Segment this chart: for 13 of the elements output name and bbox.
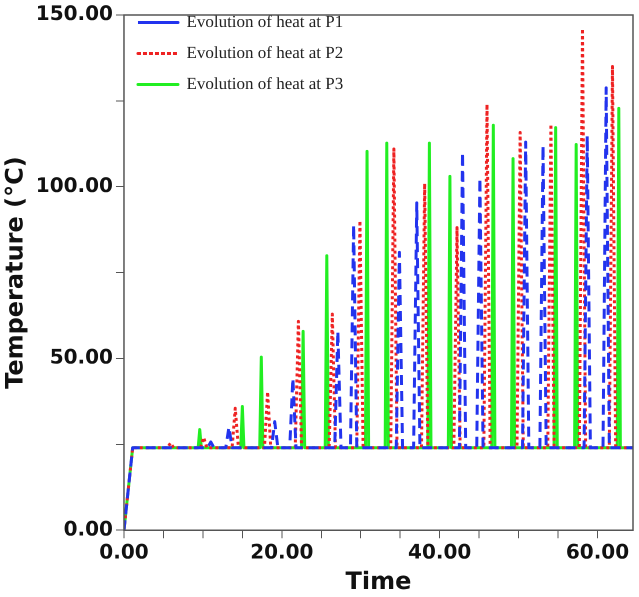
y-tick-label: 100.00	[36, 172, 113, 197]
x-tick-label: 40.00	[408, 539, 472, 564]
y-axis-title: Temperature (°C)	[0, 156, 29, 389]
x-tick-label: 60.00	[566, 539, 630, 564]
legend-label: Evolution of heat at P3	[186, 74, 344, 93]
x-tick-label: 0.00	[99, 539, 149, 564]
y-tick-label: 0.00	[64, 516, 113, 540]
legend-label: Evolution of heat at P1	[186, 12, 344, 31]
y-tick-label: 50.00	[50, 344, 113, 369]
legend-label: Evolution of heat at P2	[186, 42, 344, 62]
x-tick-label: 20.00	[250, 539, 314, 564]
y-tick-label: 150.00	[36, 1, 113, 26]
x-axis-title: Time	[346, 566, 412, 595]
